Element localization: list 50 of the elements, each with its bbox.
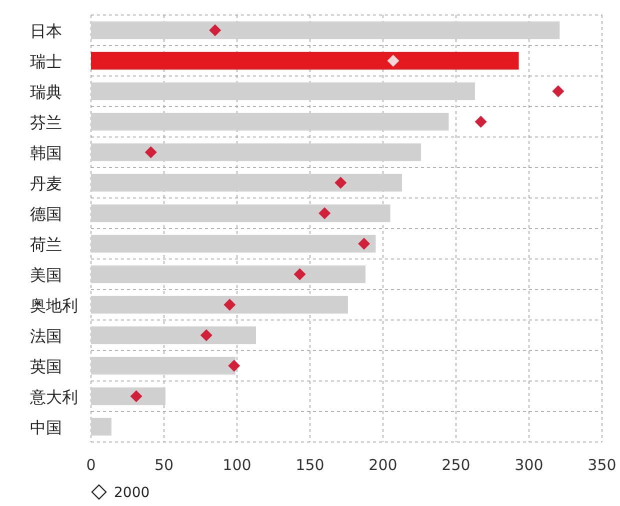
bar <box>91 204 390 222</box>
x-tick-label: 200 <box>368 456 398 474</box>
point <box>474 116 487 128</box>
y-tick-label: 奥地利 <box>30 296 78 315</box>
point <box>130 390 142 402</box>
point <box>200 329 212 342</box>
bar <box>91 356 236 375</box>
bar <box>91 296 348 314</box>
bar <box>91 143 421 162</box>
y-tick-label: 丹麦 <box>30 174 62 193</box>
y-tick-label: 瑞士 <box>30 52 62 71</box>
bar <box>91 174 402 192</box>
x-tick-label: 50 <box>154 456 174 474</box>
text: 2000 <box>114 485 150 501</box>
x-tick-label: 0 <box>86 456 96 474</box>
bar <box>91 234 376 253</box>
point <box>144 146 157 158</box>
bar <box>91 265 366 284</box>
point <box>294 268 306 280</box>
x-tick-label: 150 <box>296 456 324 474</box>
point <box>387 54 400 67</box>
y-tick-label: 荷兰 <box>30 234 62 254</box>
point <box>209 24 222 36</box>
bar <box>91 418 112 436</box>
x-tick-label: 300 <box>514 456 544 474</box>
bar <box>91 52 519 70</box>
y-tick-label: 日本 <box>30 21 62 40</box>
y-tick-label: 美国 <box>30 265 62 284</box>
bar <box>91 387 166 406</box>
y-tick-label: 中国 <box>30 418 62 437</box>
x-tick-label: 350 <box>588 456 616 474</box>
point <box>334 176 347 189</box>
y-tick-label: 法国 <box>30 326 62 346</box>
x-tick-label: 250 <box>442 456 470 474</box>
x-tick-label: 100 <box>222 456 252 474</box>
y-tick-label: 瑞典 <box>30 82 62 102</box>
point <box>228 360 240 372</box>
y-tick-label: 德国 <box>30 204 62 224</box>
bar <box>91 112 449 131</box>
y-tick-label: 韩国 <box>30 143 62 162</box>
bar <box>91 21 560 40</box>
point <box>224 298 236 311</box>
y-tick-label: 意大利 <box>29 387 78 406</box>
y-tick-label: 英国 <box>30 356 62 376</box>
y-tick-label: 芬兰 <box>30 112 62 132</box>
point <box>358 238 370 250</box>
point <box>318 207 331 220</box>
bar <box>91 82 475 100</box>
point <box>552 85 564 98</box>
bar <box>91 326 256 344</box>
